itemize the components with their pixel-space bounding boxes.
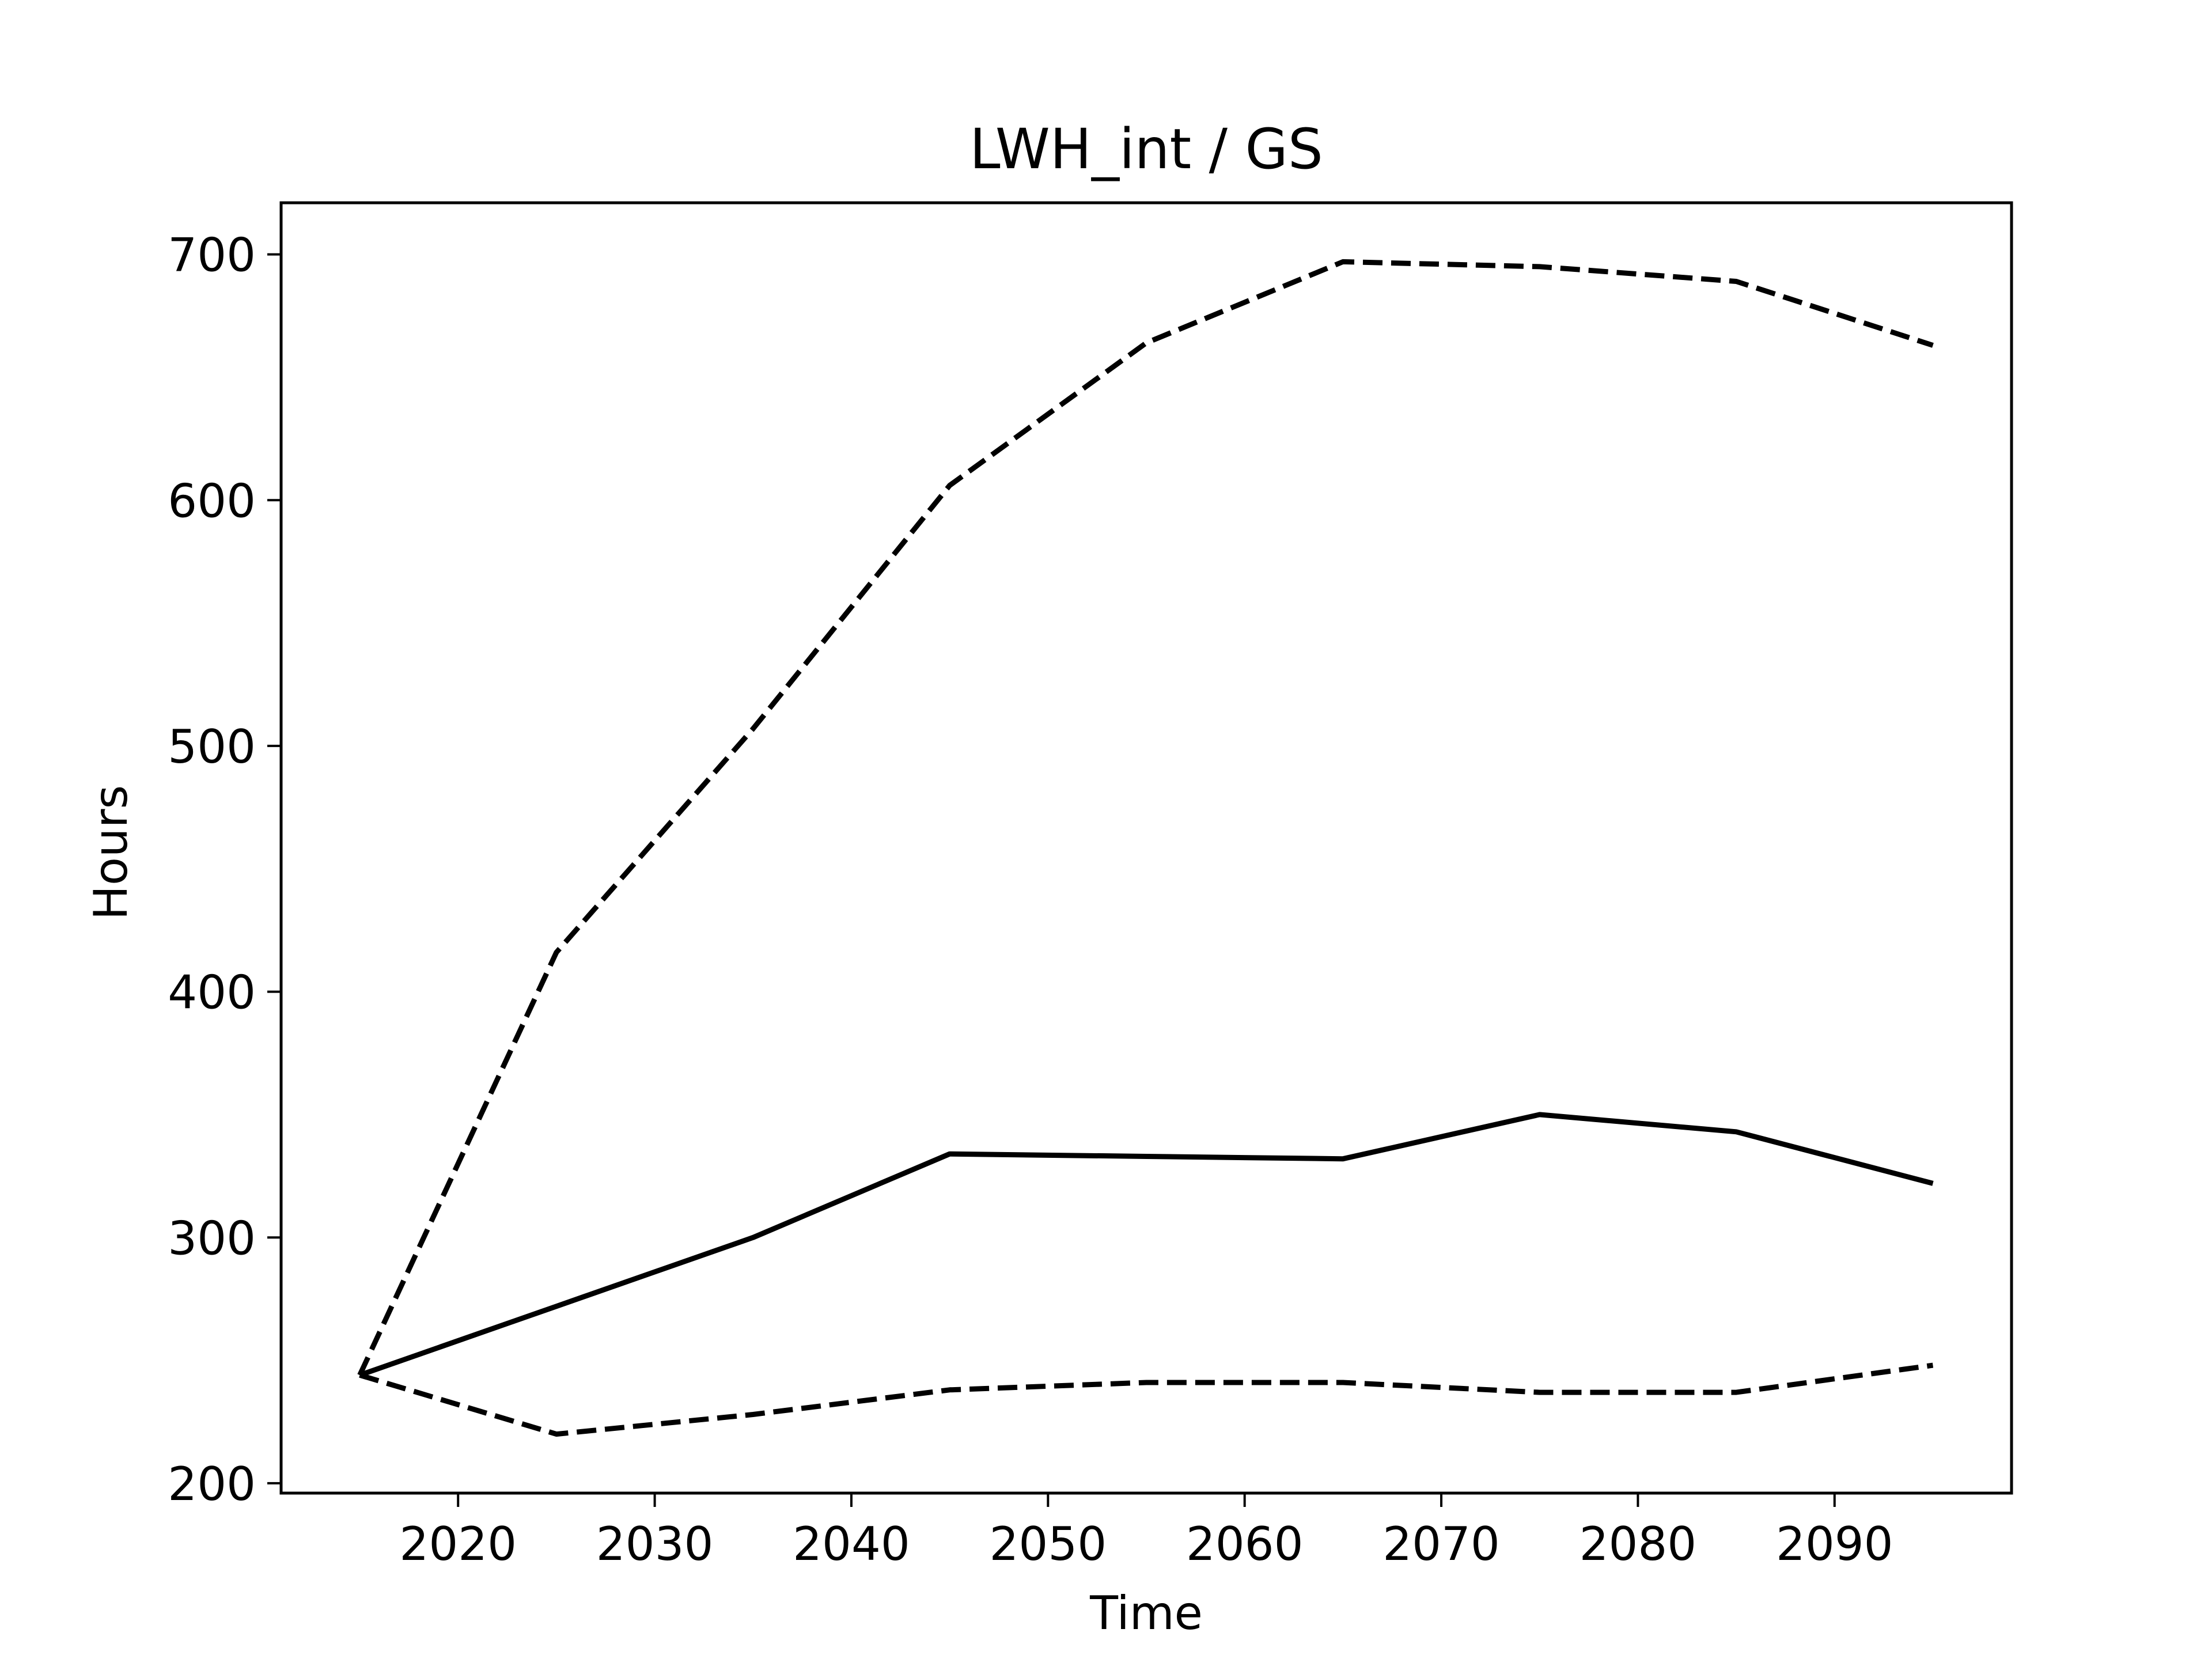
plot-area-frame <box>279 201 2013 1495</box>
x-tick-label: 2020 <box>399 1517 517 1571</box>
y-tick-label: 200 <box>168 1457 256 1511</box>
y-tick-label: 500 <box>168 720 256 774</box>
x-tick-label: 2060 <box>1186 1517 1304 1571</box>
x-tick-label: 2040 <box>793 1517 910 1571</box>
y-tick-label: 700 <box>168 229 256 282</box>
x-tick-label: 2050 <box>990 1517 1107 1571</box>
dashed-series-line-1 <box>357 259 1934 1377</box>
series-layer <box>357 259 1934 1437</box>
x-axis-label: Time <box>1089 1586 1203 1640</box>
x-tick-label: 2080 <box>1580 1517 1697 1571</box>
y-tick-label: 400 <box>168 966 256 1020</box>
x-tick-label: 2090 <box>1776 1517 1893 1571</box>
x-tick-label: 2070 <box>1382 1517 1500 1571</box>
dashed-series-line-2 <box>359 1362 1934 1437</box>
solid-series-line-0 <box>359 1112 1934 1378</box>
x-tick-label: 2030 <box>596 1517 714 1571</box>
x-axis-ticks: 2020 2030 2040 2050 2060 2070 2080 2090 <box>399 1493 1893 1571</box>
y-tick-label: 300 <box>168 1211 256 1265</box>
y-tick-label: 600 <box>168 474 256 528</box>
y-axis-ticks: 200 300 400 500 600 700 <box>168 229 281 1511</box>
chart-title: LWH_int / GS <box>969 117 1323 181</box>
y-axis-label: Hours <box>84 785 138 920</box>
